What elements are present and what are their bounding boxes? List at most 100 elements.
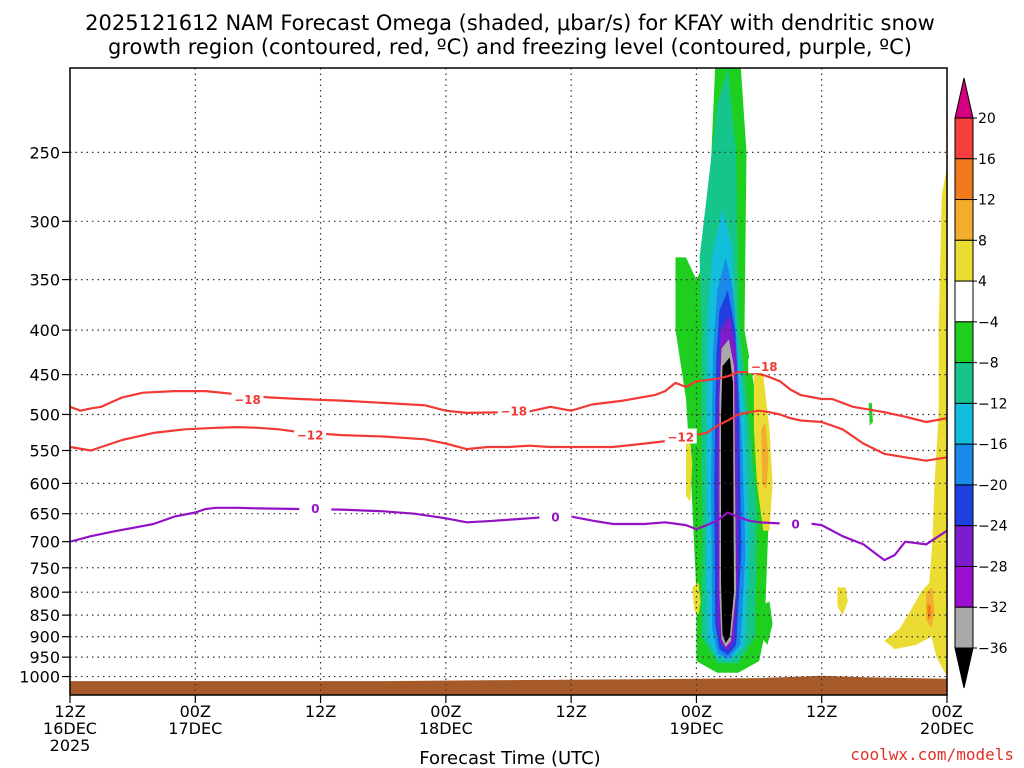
contour-lines: −18 −12 0 −18 −18 −12 0 0 bbox=[70, 358, 947, 562]
contour-label-0: −18 bbox=[234, 393, 261, 407]
x-tick-label-0-0: 12Z bbox=[54, 702, 85, 721]
omega-region-15 bbox=[868, 402, 873, 426]
plot-frame bbox=[69, 67, 948, 696]
colorbar-swatch-5 bbox=[954, 321, 974, 364]
colorbar-label-11: −28 bbox=[978, 559, 1008, 575]
contour-label-extra-3: 0 bbox=[551, 511, 559, 525]
colorbar-swatch-10 bbox=[954, 525, 974, 567]
colorbar-swatch-3 bbox=[954, 239, 974, 282]
colorbar-label-10: −24 bbox=[978, 519, 1008, 535]
x-tick-label-1-1: 17DEC bbox=[168, 719, 222, 738]
omega-region-8 bbox=[721, 357, 734, 643]
y-tick-label-13: 900 bbox=[29, 628, 60, 647]
x-tick-label-5-1: 19DEC bbox=[669, 719, 723, 738]
contour-label-extra-1: −18 bbox=[500, 405, 527, 419]
colorbar-swatch-11 bbox=[954, 565, 974, 608]
colorbar-top-triangle bbox=[954, 77, 974, 119]
terrain-fill bbox=[70, 675, 947, 695]
y-tick-label-0: 250 bbox=[29, 143, 60, 162]
terrain-polygon bbox=[70, 675, 947, 695]
colorbar-label-13: −36 bbox=[978, 641, 1008, 657]
x-tick-label-0-2: 2025 bbox=[50, 736, 91, 755]
chart-title-line-2: growth region (contoured, red, ºC) and f… bbox=[108, 35, 912, 59]
contour-label-bg-2 bbox=[299, 499, 332, 515]
contour-label-extra-2: −12 bbox=[667, 430, 694, 444]
x-tick-label-2-0: 12Z bbox=[305, 702, 336, 721]
colorbar-label-0: 20 bbox=[978, 111, 996, 127]
colorbar-label-6: −8 bbox=[978, 356, 999, 372]
colorbar-bottom-triangle bbox=[954, 647, 974, 689]
contour-line-0 bbox=[70, 371, 947, 424]
colorbar-label-2: 12 bbox=[978, 193, 996, 209]
omega-region-12 bbox=[686, 440, 693, 502]
x-tick-label-6-0: 12Z bbox=[806, 702, 837, 721]
x-axis-label: Forecast Time (UTC) bbox=[419, 748, 600, 768]
omega-region-11 bbox=[759, 601, 773, 645]
colorbar-swatch-7 bbox=[954, 402, 974, 445]
y-tick-label-15: 1000 bbox=[19, 668, 60, 687]
chart-title-line-1: 2025121612 NAM Forecast Omega (shaded, μ… bbox=[85, 11, 935, 35]
omega-region-10 bbox=[761, 422, 769, 490]
colorbar-label-3: 8 bbox=[978, 233, 987, 249]
grid-lines bbox=[69, 68, 948, 695]
colorbar-swatch-8 bbox=[954, 443, 974, 486]
x-tick-label-7-0: 00Z bbox=[931, 702, 962, 721]
colorbar: 20 16 12 8 4 −4 −8 −12 −16 −20 −24 −28 −32 −36 bbox=[954, 77, 1008, 689]
omega-region-16 bbox=[884, 167, 947, 677]
x-tick-label-1-0: 00Z bbox=[180, 702, 211, 721]
colorbar-swatch-9 bbox=[954, 484, 974, 527]
x-tick-label-4-0: 12Z bbox=[555, 702, 586, 721]
x-tick-label-7-1: 20DEC bbox=[920, 719, 974, 738]
colorbar-swatch-0 bbox=[954, 117, 974, 160]
y-tick-label-12: 850 bbox=[29, 606, 60, 625]
y-tick-label-1: 300 bbox=[29, 212, 60, 231]
y-tick-label-7: 600 bbox=[29, 474, 60, 493]
colorbar-label-5: −4 bbox=[978, 315, 999, 331]
colorbar-label-9: −20 bbox=[978, 478, 1008, 494]
omega-region-14 bbox=[837, 587, 848, 616]
y-tick-label-11: 800 bbox=[29, 583, 60, 602]
contour-label-extra-bg-2 bbox=[664, 428, 697, 444]
contour-label-extra-bg-4 bbox=[779, 515, 812, 531]
contour-label-extra-0: −18 bbox=[751, 360, 778, 374]
colorbar-label-8: −16 bbox=[978, 437, 1008, 453]
colorbar-swatch-12 bbox=[954, 606, 974, 649]
colorbar-label-12: −32 bbox=[978, 600, 1008, 616]
y-tick-label-8: 650 bbox=[29, 505, 60, 524]
colorbar-swatch-6 bbox=[954, 362, 974, 404]
x-tick-label-0-1: 16DEC bbox=[43, 719, 97, 738]
x-tick-label-5-0: 00Z bbox=[681, 702, 712, 721]
contour-label-extra-bg-0 bbox=[748, 358, 781, 374]
colorbar-label-4: 4 bbox=[978, 274, 987, 290]
y-tick-label-4: 450 bbox=[29, 366, 60, 385]
credit-text: coolwx.com/models bbox=[850, 745, 1014, 764]
colorbar-swatch-2 bbox=[954, 199, 974, 241]
y-tick-label-14: 950 bbox=[29, 648, 60, 667]
contour-label-bg-1 bbox=[294, 426, 327, 442]
colorbar-swatch-1 bbox=[954, 158, 974, 201]
x-tick-label-3-1: 18DEC bbox=[419, 719, 473, 738]
contour-label-1: −12 bbox=[297, 428, 324, 442]
contour-line-1 bbox=[70, 409, 947, 462]
contour-label-extra-bg-1 bbox=[497, 402, 530, 418]
contour-label-extra-4: 0 bbox=[791, 517, 799, 531]
x-tick-label-3-0: 00Z bbox=[430, 702, 461, 721]
y-tick-label-3: 400 bbox=[29, 321, 60, 340]
colorbar-swatch-4 bbox=[954, 280, 974, 323]
omega-region-13 bbox=[692, 582, 701, 616]
y-tick-label-9: 700 bbox=[29, 533, 60, 552]
contour-label-2: 0 bbox=[311, 502, 319, 516]
contour-label-extra-bg-3 bbox=[539, 508, 572, 524]
plot-area bbox=[675, 68, 947, 677]
y-tick-label-5: 500 bbox=[29, 405, 60, 424]
y-tick-label-6: 550 bbox=[29, 442, 60, 461]
contour-line-2 bbox=[70, 506, 947, 562]
y-axis-ticks: 250 300 350 400 450 500 550 600 650 700 750 800 850 9… bbox=[19, 143, 70, 687]
y-tick-label-10: 750 bbox=[29, 559, 60, 578]
contour-label-bg-0 bbox=[231, 391, 264, 407]
y-tick-label-2: 350 bbox=[29, 271, 60, 290]
colorbar-label-1: 16 bbox=[978, 152, 996, 168]
colorbar-label-7: −12 bbox=[978, 396, 1008, 412]
